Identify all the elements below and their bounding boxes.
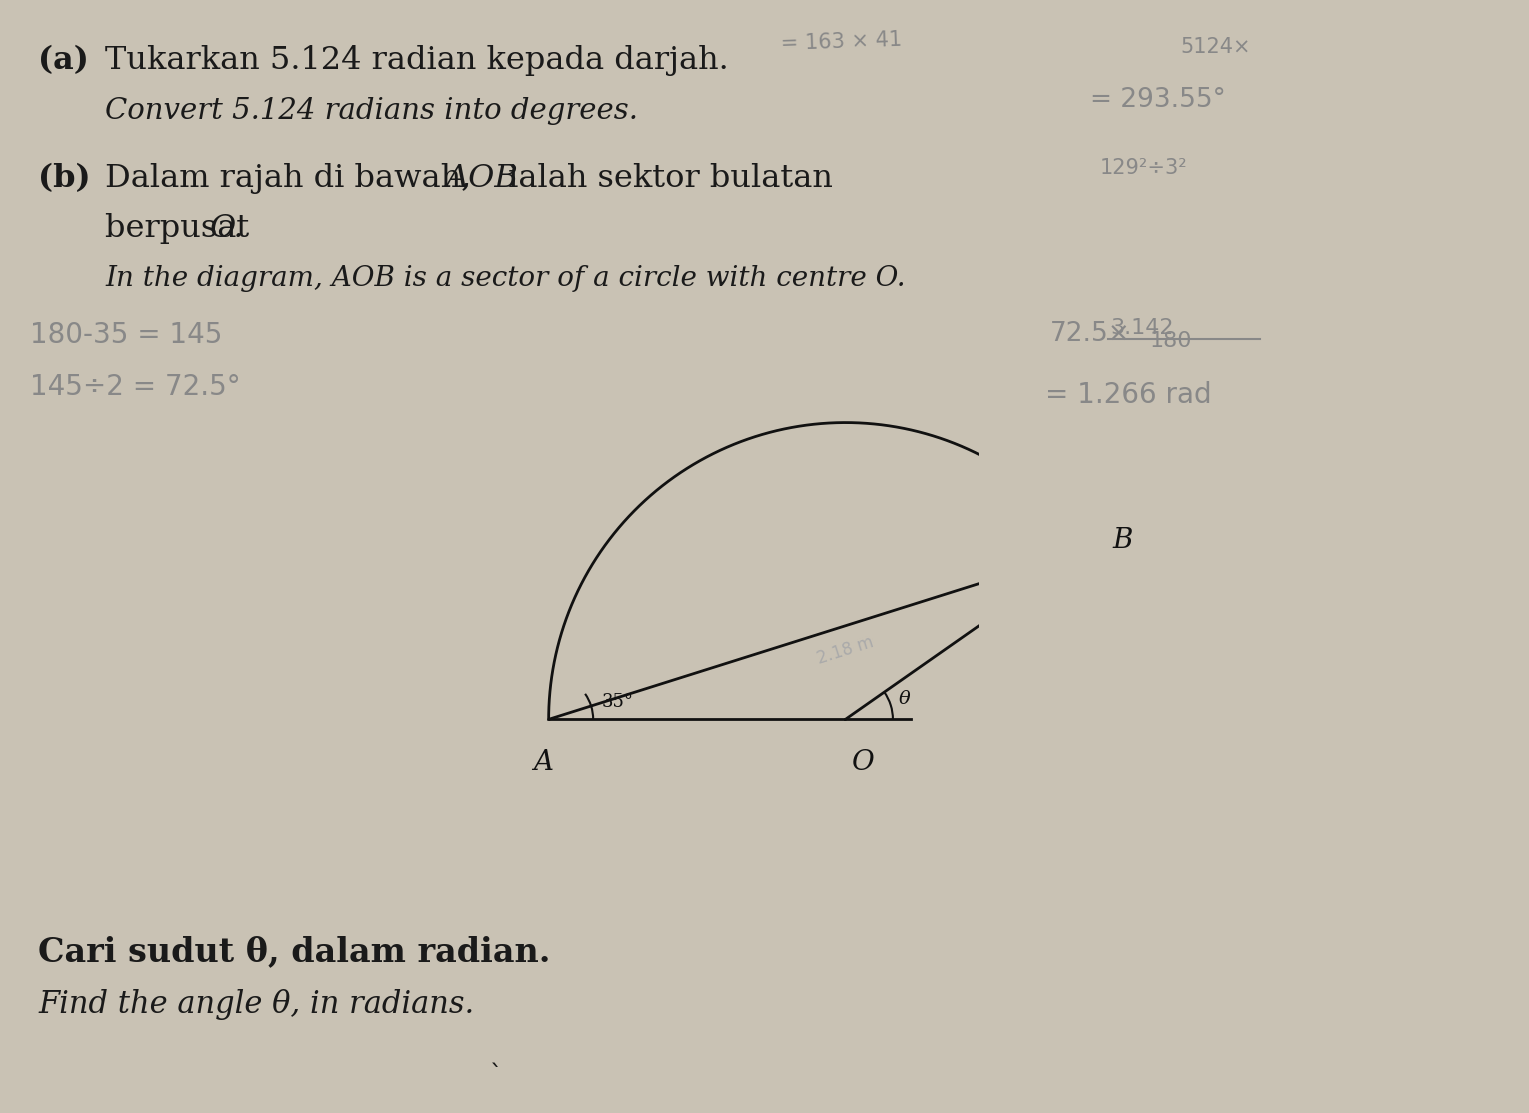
Text: Tukarkan 5.124 radian kepada darjah.: Tukarkan 5.124 radian kepada darjah. bbox=[106, 45, 729, 76]
Text: 180-35 = 145: 180-35 = 145 bbox=[31, 321, 222, 349]
Text: (a): (a) bbox=[38, 45, 89, 76]
Text: In the diagram, AOB is a sector of a circle with centre O.: In the diagram, AOB is a sector of a cir… bbox=[106, 265, 905, 292]
Text: O.: O. bbox=[209, 213, 245, 244]
Text: B: B bbox=[1112, 526, 1133, 554]
Text: 180: 180 bbox=[1150, 331, 1193, 351]
Text: 3.142: 3.142 bbox=[1110, 318, 1173, 338]
Text: A: A bbox=[532, 749, 552, 776]
Text: = 1.266 rad: = 1.266 rad bbox=[1044, 381, 1211, 408]
Text: = 293.55°: = 293.55° bbox=[1090, 87, 1226, 114]
Text: 35°: 35° bbox=[602, 692, 635, 710]
Text: `: ` bbox=[489, 1063, 503, 1087]
Text: Find the angle θ, in radians.: Find the angle θ, in radians. bbox=[38, 989, 474, 1020]
Text: 2.18 m: 2.18 m bbox=[815, 633, 876, 668]
Text: O: O bbox=[852, 749, 875, 776]
Text: ialah sektor bulatan: ialah sektor bulatan bbox=[498, 162, 833, 194]
Text: 145÷2 = 72.5°: 145÷2 = 72.5° bbox=[31, 373, 240, 401]
Text: 5124×: 5124× bbox=[1180, 37, 1251, 57]
Text: θ: θ bbox=[899, 690, 911, 708]
Text: Convert 5.124 radians into degrees.: Convert 5.124 radians into degrees. bbox=[106, 97, 638, 125]
Text: AOB: AOB bbox=[445, 162, 518, 194]
Text: = 163 × 41: = 163 × 41 bbox=[780, 30, 902, 55]
Text: Dalam rajah di bawah,: Dalam rajah di bawah, bbox=[106, 162, 482, 194]
Text: 72.5×: 72.5× bbox=[1050, 321, 1131, 347]
Text: berpusat: berpusat bbox=[106, 213, 260, 244]
Text: 129²÷3²: 129²÷3² bbox=[1099, 158, 1188, 178]
Text: Cari sudut θ, dalam radian.: Cari sudut θ, dalam radian. bbox=[38, 935, 550, 968]
Text: (b): (b) bbox=[38, 162, 90, 194]
